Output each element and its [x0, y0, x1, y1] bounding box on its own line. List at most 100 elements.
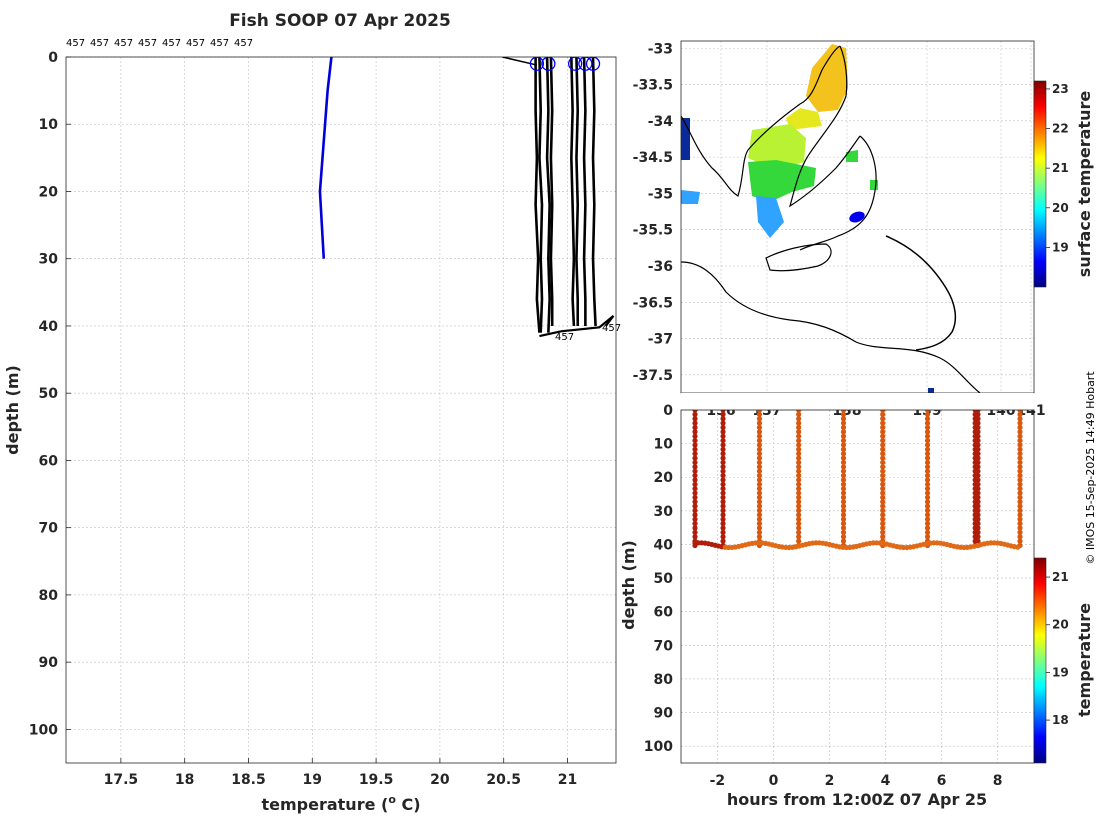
x-tick-label: 18.5 [231, 772, 266, 788]
profile-surface-trace [502, 57, 538, 66]
section-sample-point [924, 490, 931, 496]
section-sample-point [975, 486, 981, 492]
section-sample-point [796, 464, 802, 470]
section-sample-point [796, 516, 802, 522]
section-sample-point [692, 424, 698, 431]
section-sample-point [975, 464, 981, 470]
section-sample-point [720, 477, 726, 483]
section-sample-point [692, 507, 698, 514]
section-sample-point [975, 477, 981, 483]
section-colorbar [1033, 557, 1047, 764]
section-sample-point [720, 416, 726, 422]
section-sample-point [924, 499, 931, 505]
section-sample-point [756, 442, 763, 448]
section-sample-point [756, 521, 763, 527]
section-sample-point [692, 534, 698, 540]
section-sample-point [692, 455, 698, 461]
section-sample-point [880, 521, 886, 527]
section-sample-point [796, 446, 802, 452]
section-sample-point [840, 486, 847, 492]
y-tick-label: 100 [644, 739, 673, 755]
section-sample-point [756, 411, 763, 417]
section-sample-point [880, 451, 886, 457]
section-sample-point [720, 455, 726, 461]
section-sample-point [796, 451, 802, 457]
section-sample-point [924, 512, 931, 518]
section-sample-point [840, 429, 847, 435]
section-sample-point [975, 429, 981, 435]
map-colorbar-label: surface temperature [1075, 91, 1094, 278]
section-sample-point [692, 516, 698, 522]
y-tick-label: 20 [654, 470, 674, 486]
section-sample-point [880, 499, 886, 505]
section-sample-point [796, 442, 802, 448]
section-sample-point [924, 472, 931, 479]
colorbar-tick-label: 21 [1052, 161, 1069, 175]
section-sample-point [720, 442, 726, 448]
section-sample-point [796, 521, 802, 527]
section-sample-point [880, 477, 886, 483]
section-sample-point [924, 433, 931, 439]
y-tick-label: 80 [39, 588, 59, 604]
x-tick-label: 0 [769, 773, 779, 789]
temperature-profile-line [534, 57, 541, 333]
section-sample-point [924, 468, 931, 474]
section-sample-point [840, 538, 847, 544]
section-sample-point [720, 525, 726, 531]
section-sample-point [880, 468, 886, 474]
x-tick-label: 20 [430, 772, 450, 788]
section-sample-point [756, 437, 763, 444]
x-tick-label: 18 [175, 772, 194, 788]
surface-point-marker [585, 57, 601, 71]
section-sample-point [692, 416, 698, 422]
colorbar-tick-label: 21 [1052, 570, 1069, 584]
section-sample-point [1017, 433, 1023, 439]
section-colorbar-label: temperature [1075, 603, 1094, 717]
section-sample-point [1017, 521, 1023, 527]
section-sample-point [796, 420, 802, 426]
section-sample-point [840, 410, 847, 413]
section-sample-point [756, 516, 763, 522]
section-sample-point [840, 503, 847, 509]
profile-id-label: 457 [138, 38, 157, 49]
section-sample-point [796, 411, 802, 417]
profile-y-axis-label: depth (m) [3, 365, 22, 455]
section-sample-point [796, 538, 802, 544]
section-sample-point [1017, 481, 1023, 487]
section-sample-point [880, 472, 886, 479]
section-sample-point [720, 507, 726, 514]
section-sample-point [924, 529, 931, 535]
section-sample-point [720, 459, 726, 466]
section-sample-point [756, 472, 763, 479]
section-sample-point [975, 433, 981, 439]
section-sample-point [756, 416, 763, 422]
section-sample-point [975, 410, 981, 413]
section-sample-point [1017, 472, 1023, 479]
section-sample-point [840, 451, 847, 457]
section-sample-point [975, 516, 981, 522]
y-tick-label: 90 [654, 706, 674, 722]
section-bottom-point [1015, 544, 1021, 550]
section-sample-point [840, 433, 847, 439]
sst-patch-east-green [870, 180, 878, 190]
section-sample-point [796, 525, 802, 531]
surface-point-marker [541, 57, 556, 71]
section-sample-point [756, 410, 763, 413]
section-sample-point [692, 481, 698, 487]
colorbar-tick-label: 23 [1052, 82, 1069, 96]
section-sample-point [796, 494, 802, 501]
x-tick-label: 6 [937, 773, 947, 789]
sst-patch-gulf-warm [806, 44, 848, 112]
section-sample-point [924, 503, 931, 509]
profile-id-label: 457 [234, 38, 253, 49]
section-sample-point [924, 525, 931, 531]
section-sample-point [840, 416, 847, 422]
section-sample-point [720, 451, 726, 457]
coastline-kangaroo-island [765, 243, 832, 272]
section-sample-point [880, 416, 886, 422]
section-sample-point [1017, 477, 1023, 483]
section-sample-point [840, 512, 847, 518]
section-sample-point [924, 424, 931, 431]
section-sample-point [720, 538, 726, 544]
section-sample-point [796, 459, 802, 466]
